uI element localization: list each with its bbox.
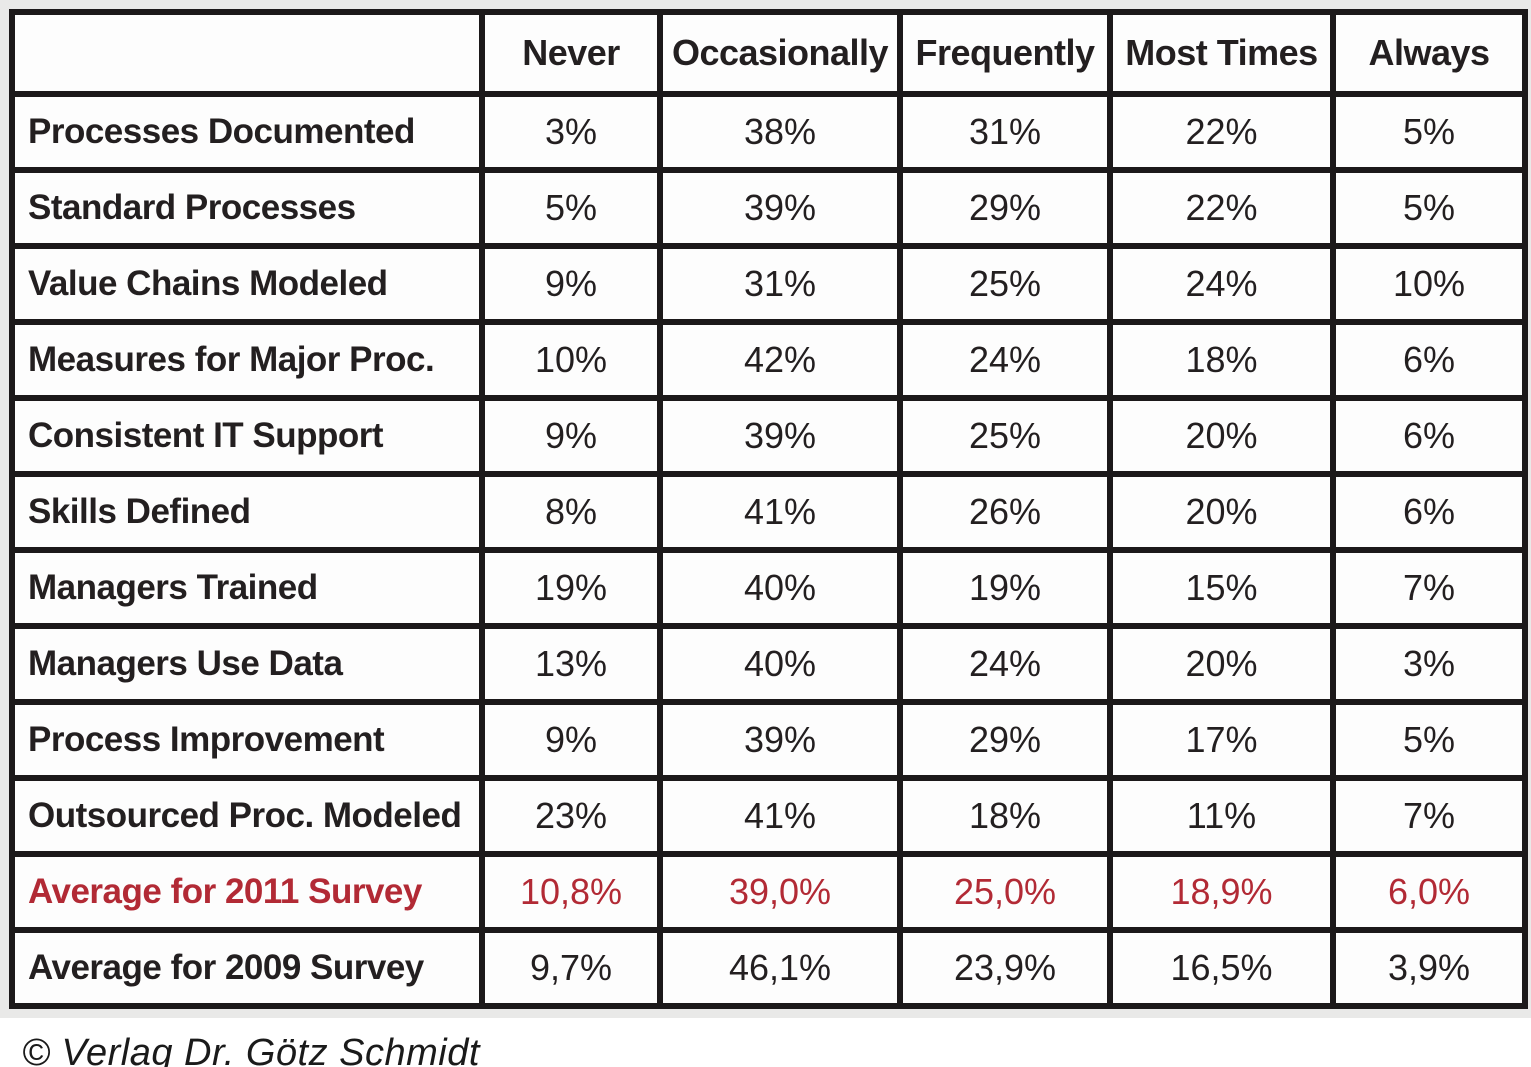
column-header-most-times: Most Times xyxy=(1107,9,1336,97)
value-cell: 7% xyxy=(1330,775,1528,857)
table-row-average-for-2009-survey: Average for 2009 Survey 9,7% 46,1% 23,9% 16,… xyxy=(9,927,1528,1009)
value-cell: 46,1% xyxy=(657,927,903,1009)
row-label: Skills Defined xyxy=(9,471,485,553)
value-cell: 22% xyxy=(1107,91,1336,173)
value-cell: 11% xyxy=(1107,775,1336,857)
survey-results-table: Never Occasionally Frequently Most Times Alw… xyxy=(9,9,1528,1009)
value-cell: 41% xyxy=(657,775,903,857)
value-cell: 24% xyxy=(1107,243,1336,325)
table-row-value-chains-modeled: Value Chains Modeled 9% 31% 25% 24% 10% xyxy=(9,243,1528,325)
value-cell: 9% xyxy=(479,395,663,477)
value-cell: 23% xyxy=(479,775,663,857)
value-cell: 18% xyxy=(897,775,1113,857)
value-cell: 6,0% xyxy=(1330,851,1528,933)
value-cell: 25,0% xyxy=(897,851,1113,933)
value-cell: 3% xyxy=(1330,623,1528,705)
value-cell: 31% xyxy=(897,91,1113,173)
value-cell: 39% xyxy=(657,699,903,781)
value-cell: 40% xyxy=(657,547,903,629)
value-cell: 9% xyxy=(479,243,663,325)
value-cell: 29% xyxy=(897,167,1113,249)
value-cell: 10,8% xyxy=(479,851,663,933)
value-cell: 20% xyxy=(1107,471,1336,553)
table-row-managers-use-data: Managers Use Data 13% 40% 24% 20% 3% xyxy=(9,623,1528,705)
column-header-blank xyxy=(9,9,485,97)
value-cell: 31% xyxy=(657,243,903,325)
value-cell: 42% xyxy=(657,319,903,401)
value-cell: 9% xyxy=(479,699,663,781)
row-label: Measures for Major Proc. xyxy=(9,319,485,401)
row-label: Process Improvement xyxy=(9,699,485,781)
value-cell: 6% xyxy=(1330,319,1528,401)
table-row-standard-processes: Standard Processes 5% 39% 29% 22% 5% xyxy=(9,167,1528,249)
row-label: Average for 2009 Survey xyxy=(9,927,485,1009)
value-cell: 24% xyxy=(897,623,1113,705)
row-label: Value Chains Modeled xyxy=(9,243,485,325)
value-cell: 39% xyxy=(657,167,903,249)
value-cell: 38% xyxy=(657,91,903,173)
table-row-process-improvement: Process Improvement 9% 39% 29% 17% 5% xyxy=(9,699,1528,781)
header-row: Never Occasionally Frequently Most Times Alw… xyxy=(9,9,1528,97)
row-label: Outsourced Proc. Modeled xyxy=(9,775,485,857)
value-cell: 40% xyxy=(657,623,903,705)
table-row-outsourced-proc-modeled: Outsourced Proc. Modeled 23% 41% 18% 11% 7% xyxy=(9,775,1528,857)
value-cell: 19% xyxy=(479,547,663,629)
value-cell: 20% xyxy=(1107,395,1336,477)
value-cell: 5% xyxy=(1330,91,1528,173)
value-cell: 5% xyxy=(479,167,663,249)
row-label: Managers Trained xyxy=(9,547,485,629)
table-row-managers-trained: Managers Trained 19% 40% 19% 15% 7% xyxy=(9,547,1528,629)
value-cell: 25% xyxy=(897,395,1113,477)
value-cell: 9,7% xyxy=(479,927,663,1009)
table-row-consistent-it-support: Consistent IT Support 9% 39% 25% 20% 6% xyxy=(9,395,1528,477)
value-cell: 29% xyxy=(897,699,1113,781)
value-cell: 5% xyxy=(1330,699,1528,781)
table-row-measures-for-major-proc: Measures for Major Proc. 10% 42% 24% 18% 6% xyxy=(9,319,1528,401)
value-cell: 18,9% xyxy=(1107,851,1336,933)
value-cell: 24% xyxy=(897,319,1113,401)
copyright-caption: © Verlag Dr. Götz Schmidt xyxy=(22,1032,480,1067)
table-header: Never Occasionally Frequently Most Times Alw… xyxy=(9,9,1528,97)
value-cell: 8% xyxy=(479,471,663,553)
column-header-occasionally: Occasionally xyxy=(657,9,903,97)
value-cell: 20% xyxy=(1107,623,1336,705)
row-label: Processes Documented xyxy=(9,91,485,173)
value-cell: 26% xyxy=(897,471,1113,553)
table-row-processes-documented: Processes Documented 3% 38% 31% 22% 5% xyxy=(9,91,1528,173)
row-label: Managers Use Data xyxy=(9,623,485,705)
survey-table-frame: Never Occasionally Frequently Most Times Alw… xyxy=(0,0,1531,1018)
column-header-always: Always xyxy=(1330,9,1528,97)
value-cell: 7% xyxy=(1330,547,1528,629)
value-cell: 6% xyxy=(1330,395,1528,477)
row-label: Average for 2011 Survey xyxy=(9,851,485,933)
column-header-never: Never xyxy=(479,9,663,97)
table-row-average-for-2011-survey: Average for 2011 Survey 10,8% 39,0% 25,0% 18… xyxy=(9,851,1528,933)
value-cell: 3% xyxy=(479,91,663,173)
column-header-frequently: Frequently xyxy=(897,9,1113,97)
table-body: Processes Documented 3% 38% 31% 22% 5% Standar… xyxy=(9,91,1528,1009)
value-cell: 39% xyxy=(657,395,903,477)
value-cell: 23,9% xyxy=(897,927,1113,1009)
value-cell: 25% xyxy=(897,243,1113,325)
value-cell: 16,5% xyxy=(1107,927,1336,1009)
value-cell: 41% xyxy=(657,471,903,553)
value-cell: 13% xyxy=(479,623,663,705)
value-cell: 10% xyxy=(1330,243,1528,325)
value-cell: 3,9% xyxy=(1330,927,1528,1009)
value-cell: 10% xyxy=(479,319,663,401)
value-cell: 19% xyxy=(897,547,1113,629)
table-row-skills-defined: Skills Defined 8% 41% 26% 20% 6% xyxy=(9,471,1528,553)
value-cell: 39,0% xyxy=(657,851,903,933)
row-label: Standard Processes xyxy=(9,167,485,249)
value-cell: 6% xyxy=(1330,471,1528,553)
row-label: Consistent IT Support xyxy=(9,395,485,477)
value-cell: 22% xyxy=(1107,167,1336,249)
value-cell: 5% xyxy=(1330,167,1528,249)
value-cell: 18% xyxy=(1107,319,1336,401)
value-cell: 15% xyxy=(1107,547,1336,629)
value-cell: 17% xyxy=(1107,699,1336,781)
